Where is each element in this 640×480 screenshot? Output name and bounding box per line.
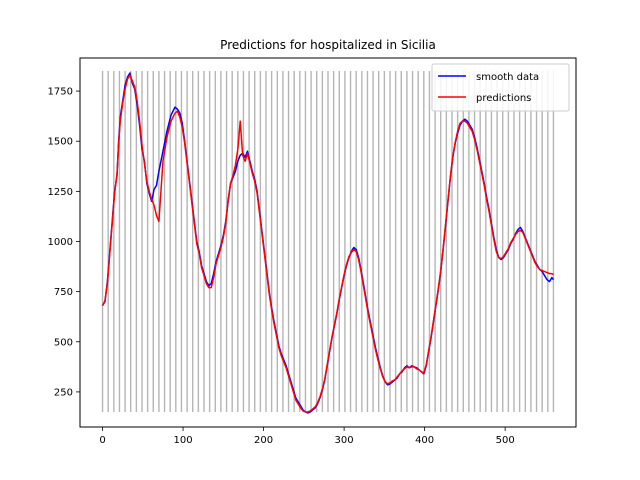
y-tick-label: 1000 <box>48 237 73 248</box>
x-tick-label: 500 <box>496 435 515 446</box>
series-lines <box>101 72 555 414</box>
legend-box <box>431 63 570 112</box>
y-axis-ticks: 250 500 750 1000 1250 1500 1750 <box>48 87 80 398</box>
y-tick-label: 750 <box>54 287 73 298</box>
plot-area-frame <box>79 57 577 428</box>
y-tick-label: 1250 <box>48 187 73 198</box>
x-tick-label: 0 <box>99 435 105 446</box>
chart-title: Predictions for hospitalized in Sicilia <box>220 38 436 52</box>
x-tick-label: 100 <box>174 435 193 446</box>
y-tick-label: 1500 <box>48 137 73 148</box>
vertical-lines <box>101 71 555 412</box>
legend-label-smooth-data: smooth data <box>476 72 539 83</box>
x-tick-label: 400 <box>415 435 434 446</box>
legend: smooth data predictions <box>431 63 570 112</box>
legend-label-predictions: predictions <box>476 93 531 104</box>
y-tick-label: 250 <box>54 387 73 398</box>
series-line-predictions <box>101 74 554 413</box>
y-tick-label: 1750 <box>48 87 73 98</box>
x-tick-label: 300 <box>335 435 354 446</box>
x-axis-ticks: 0 100 200 300 400 500 <box>99 427 515 446</box>
y-tick-label: 500 <box>54 337 73 348</box>
x-tick-label: 200 <box>254 435 273 446</box>
